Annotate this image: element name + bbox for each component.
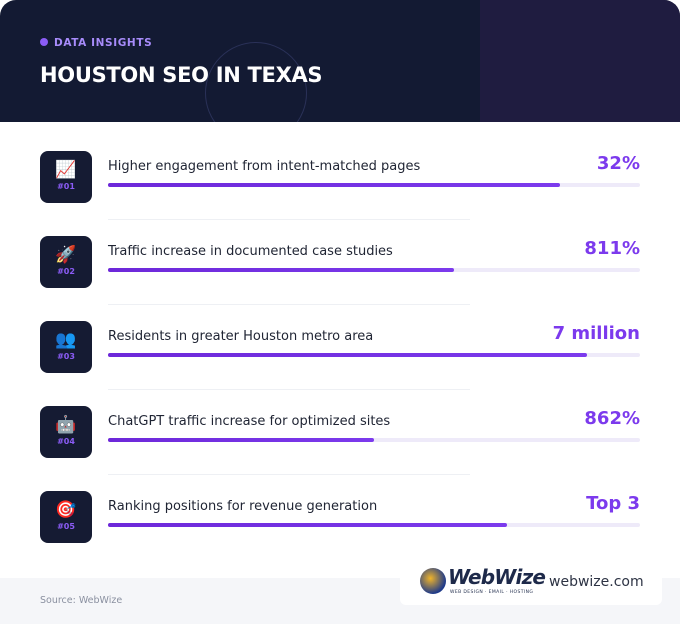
stat-row: 📈 #01 Higher engagement from intent-matche… — [0, 151, 680, 236]
divider — [108, 304, 470, 305]
item-number: #05 — [57, 522, 75, 531]
progress-track — [108, 523, 640, 527]
stat-row: 🤖 #04 ChatGPT traffic increase for optimiz… — [0, 406, 680, 491]
stat-value: 7 million — [552, 323, 640, 344]
eyebrow-dot — [40, 38, 48, 46]
icon: 📈 — [55, 160, 77, 180]
eyebrow: DATA INSIGHTS — [40, 37, 152, 49]
progress-fill — [108, 268, 454, 272]
stat-label: Higher engagement from intent-matched pa… — [108, 159, 421, 174]
logo-tagline: WEB DESIGN · EMAIL · HOSTING — [450, 590, 534, 595]
icon: 👥 — [55, 330, 77, 350]
icon: 🎯 — [55, 500, 77, 520]
icon-box: 🤖 #04 — [40, 406, 92, 458]
progress-track — [108, 438, 640, 442]
stat-label: Residents in greater Houston metro area — [108, 329, 374, 344]
logo-box: WebWize WEB DESIGN · EMAIL · HOSTING web… — [400, 560, 662, 605]
stat-label: Traffic increase in documented case stud… — [108, 244, 393, 259]
progress-fill — [108, 523, 507, 527]
stat-value: 32% — [596, 153, 640, 174]
progress-track — [108, 183, 640, 187]
progress-fill — [108, 183, 560, 187]
stat-label: ChatGPT traffic increase for optimized s… — [108, 414, 391, 429]
stat-value: Top 3 — [586, 493, 640, 514]
stat-row: 🚀 #02 Traffic increase in documented case … — [0, 236, 680, 321]
progress-track — [108, 268, 640, 272]
icon: 🚀 — [55, 245, 77, 265]
divider — [108, 474, 470, 475]
progress-fill — [108, 438, 374, 442]
stat-row: 👥 #03 Residents in greater Houston metro a… — [0, 321, 680, 406]
header: DATA INSIGHTS HOUSTON SEO IN TEXAS — [0, 0, 680, 122]
stat-value: 862% — [584, 408, 640, 429]
icon-box: 👥 #03 — [40, 321, 92, 373]
eyebrow-text: DATA INSIGHTS — [54, 37, 153, 49]
stat-row: 🎯 #05 Ranking positions for revenue genera… — [0, 491, 680, 576]
header-panel — [480, 0, 680, 122]
icon-box: 📈 #01 — [40, 151, 92, 203]
stat-label: Ranking positions for revenue generation — [108, 499, 378, 514]
logo-name: WebWize — [448, 565, 546, 589]
logo-mark — [420, 568, 446, 594]
icon: 🤖 — [55, 415, 77, 435]
url: webwize.com — [549, 574, 644, 590]
divider — [108, 219, 470, 220]
source: Source: WebWize — [40, 595, 123, 606]
stat-value: 811% — [584, 238, 640, 259]
progress-track — [108, 353, 640, 357]
item-number: #03 — [57, 352, 75, 361]
title: HOUSTON SEO IN TEXAS — [40, 63, 323, 87]
divider — [108, 389, 470, 390]
item-number: #02 — [57, 267, 75, 276]
progress-fill — [108, 353, 587, 357]
icon-box: 🎯 #05 — [40, 491, 92, 543]
item-number: #01 — [57, 182, 75, 191]
icon-box: 🚀 #02 — [40, 236, 92, 288]
item-number: #04 — [57, 437, 75, 446]
